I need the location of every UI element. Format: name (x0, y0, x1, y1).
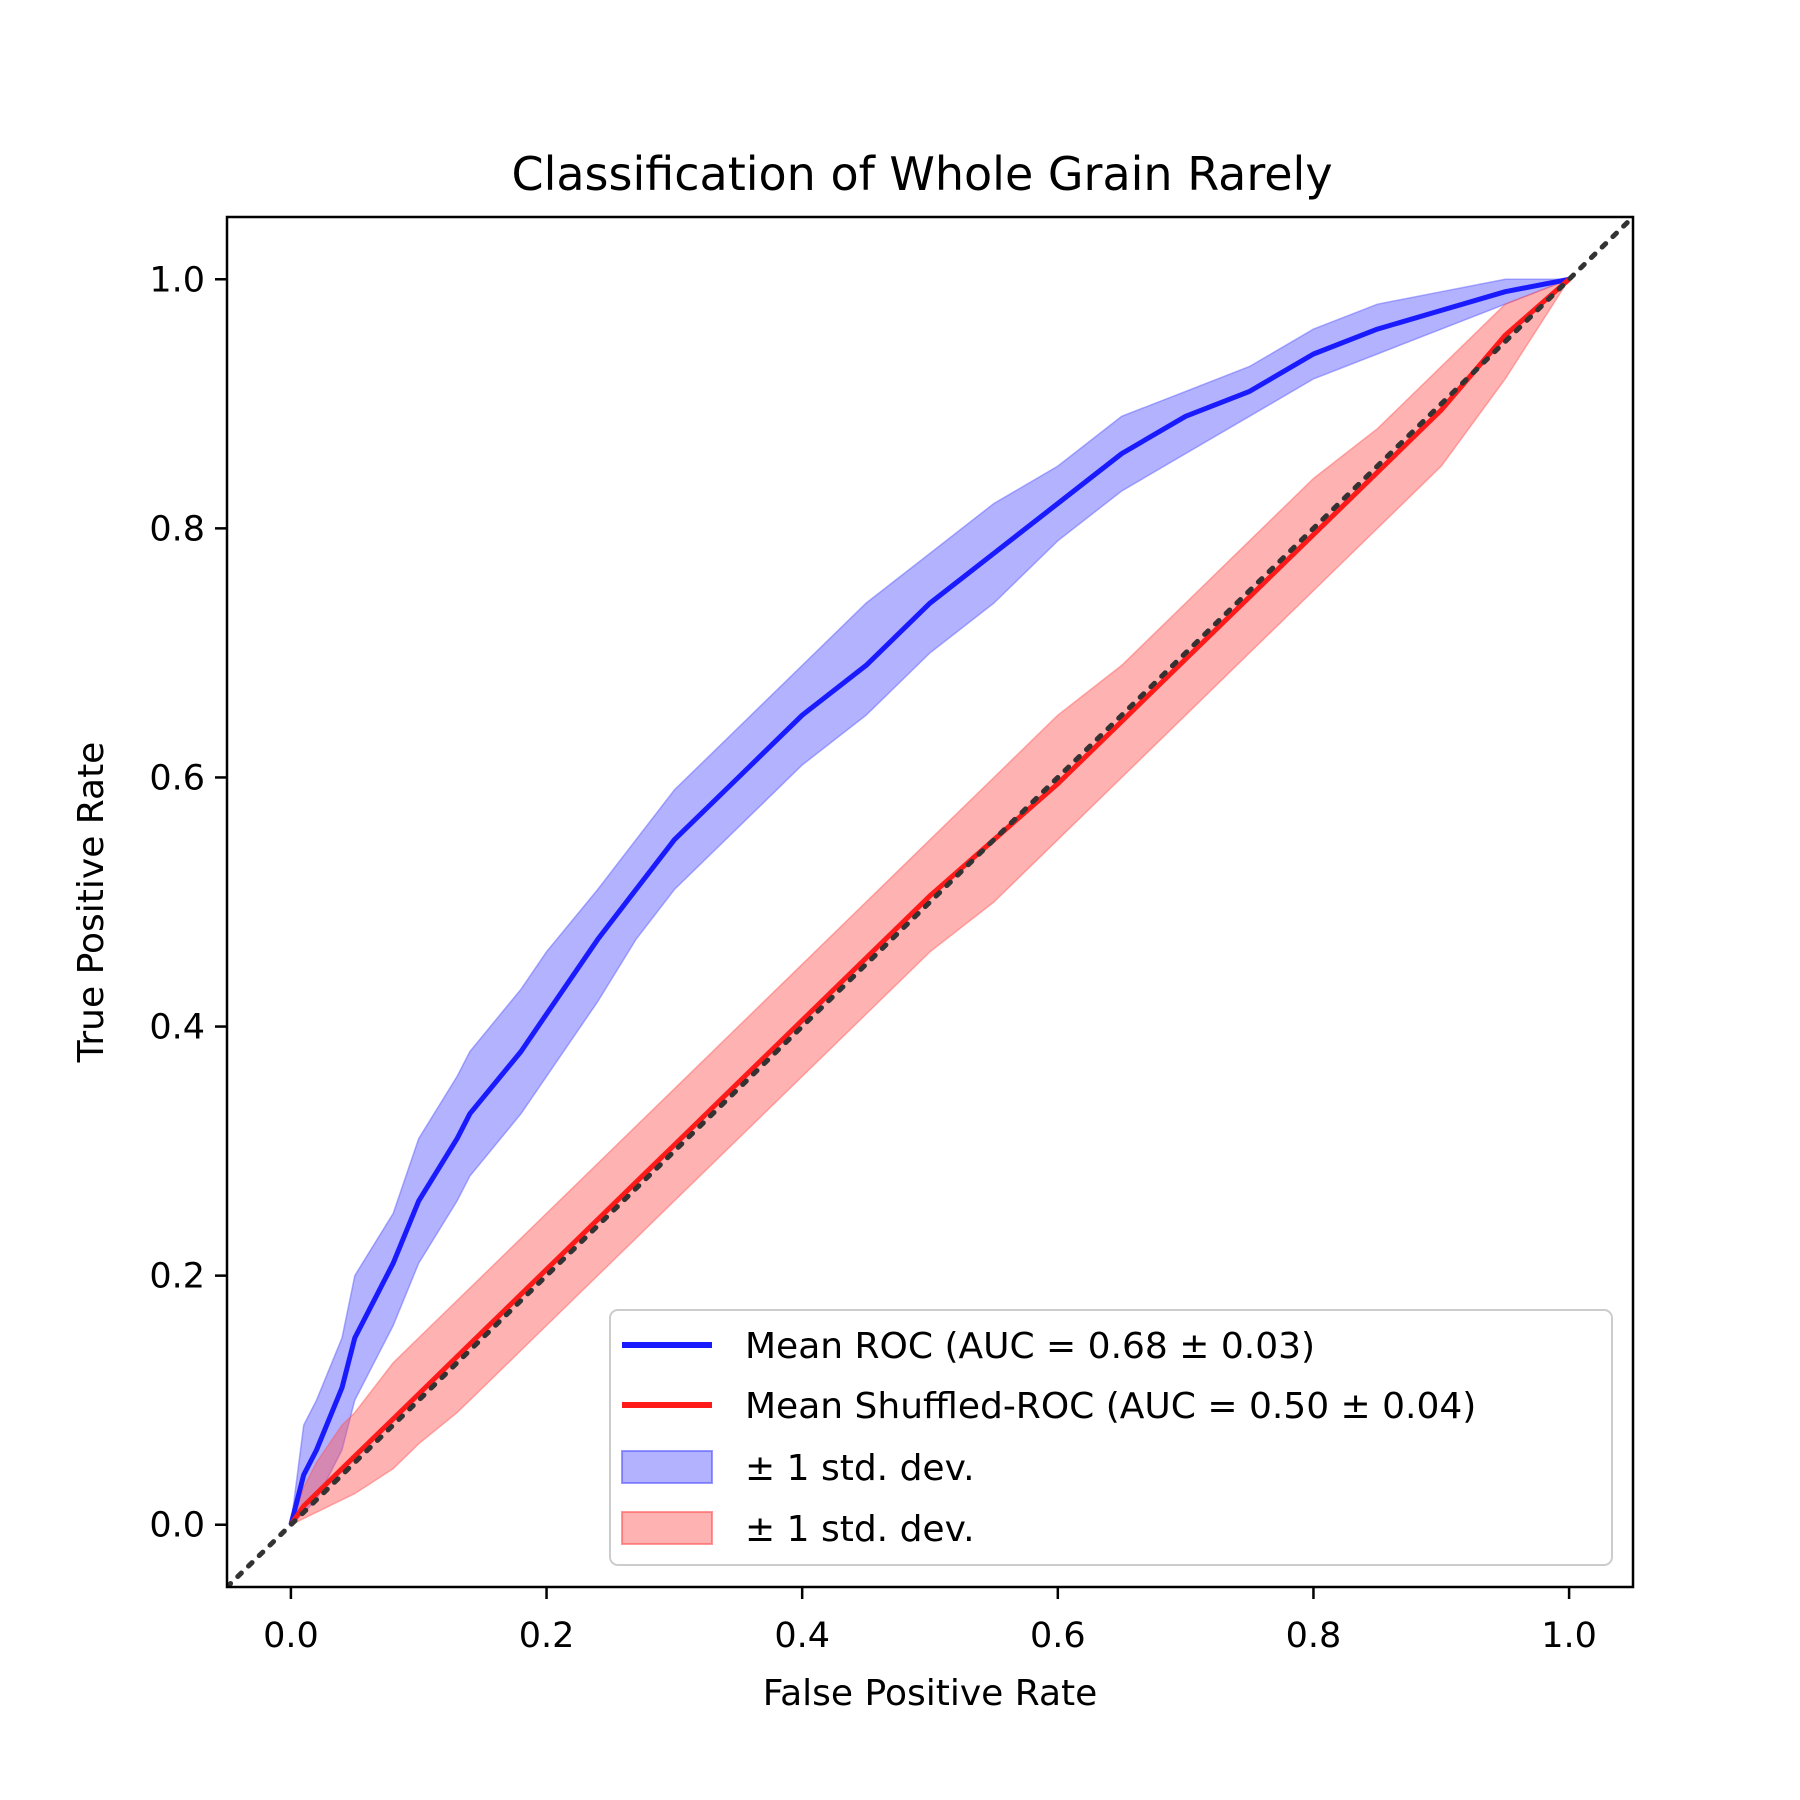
chance-diagonal (227, 217, 1633, 1587)
y-axis: 0.0 0.2 0.4 0.6 0.8 1.0 (149, 260, 227, 1546)
legend-patch-swatch (621, 1450, 713, 1484)
legend: Mean ROC (AUC = 0.68 ± 0.03) Mean Shuffle… (609, 1309, 1613, 1566)
legend-label: Mean ROC (AUC = 0.68 ± 0.03) (745, 1326, 1315, 1367)
legend-label: ± 1 std. dev. (745, 1448, 975, 1489)
x-tick-label: 0.2 (519, 1616, 575, 1656)
x-tick-label: 0.0 (263, 1616, 319, 1656)
mean-line-1 (288, 276, 1570, 1526)
axes-frame (225, 215, 1635, 1589)
mean-line-2 (288, 277, 1571, 1527)
x-axis-label: False Positive Rate (763, 1673, 1098, 1714)
x-tick-label: 0.8 (1286, 1616, 1342, 1656)
y-tick-label: 0.2 (149, 1257, 205, 1297)
y-tick-label: 0.0 (149, 1506, 205, 1546)
plot-area (227, 217, 1633, 1587)
x-tick-label: 1.0 (1541, 1616, 1597, 1656)
y-axis-label: True Positive Rate (71, 742, 112, 1064)
legend-label: ± 1 std. dev. (745, 1509, 975, 1550)
legend-patch-swatch (621, 1511, 713, 1545)
legend-box (609, 1309, 1613, 1566)
y-tick-label: 0.6 (149, 758, 205, 798)
legend-label: Mean Shuffled-ROC (AUC = 0.50 ± 0.04) (745, 1386, 1476, 1427)
x-tick-label: 0.6 (1030, 1616, 1086, 1656)
y-tick-label: 1.0 (149, 260, 205, 300)
y-tick-label: 0.4 (149, 1008, 205, 1048)
x-axis: 0.0 0.2 0.4 0.6 0.8 1.0 (263, 1587, 1597, 1656)
chart-title: Classification of Whole Grain Rarely (511, 147, 1332, 201)
x-tick-label: 0.4 (774, 1616, 830, 1656)
y-tick-label: 0.8 (149, 509, 205, 549)
